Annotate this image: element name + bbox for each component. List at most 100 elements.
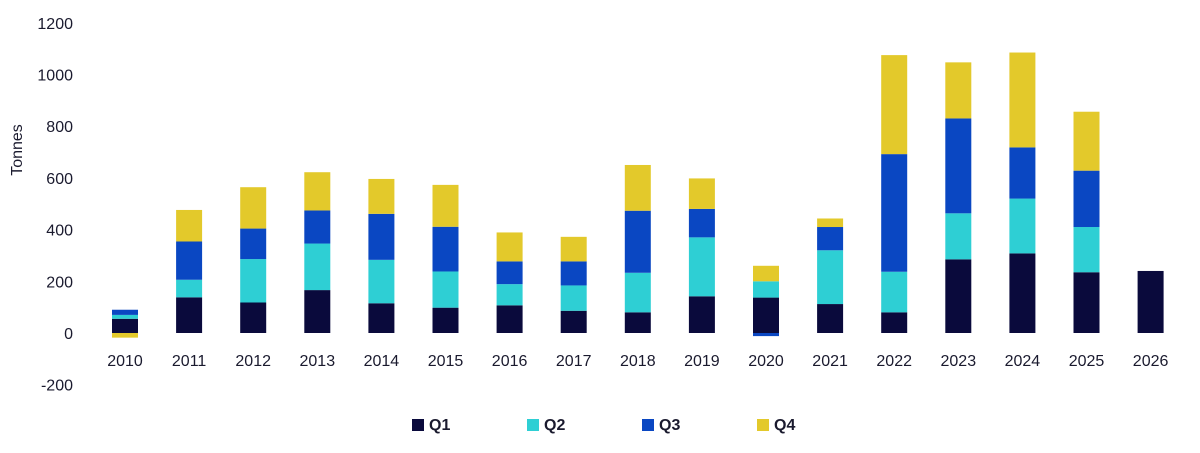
bar-segment-q1-2010: [112, 318, 138, 333]
bar-segment-q1-2017: [560, 310, 587, 333]
x-tick-label: 2011: [172, 353, 207, 370]
bar-segment-q2-2025: [1073, 227, 1100, 273]
legend-swatch: [642, 419, 654, 431]
bar-segment-q4-2014: [368, 178, 395, 214]
bar-segment-q2-2013: [304, 243, 331, 291]
bar-segment-q1-2012: [240, 302, 267, 333]
y-tick-label: 1200: [37, 16, 73, 33]
bar-segment-q2-2012: [240, 259, 267, 303]
bar-segment-q2-2016: [496, 284, 523, 306]
bar-segment-q3-2023: [945, 118, 972, 214]
y-tick-label: 200: [46, 274, 73, 291]
bar-segment-q1-2021: [817, 304, 844, 333]
bar-segment-q3-2022: [881, 154, 908, 272]
bar-segment-q1-2014: [368, 303, 395, 333]
y-axis-title: Tonnes: [9, 124, 26, 176]
bar-segment-q1-2019: [688, 296, 715, 333]
x-tick-label: 2017: [556, 353, 592, 370]
bar-segment-q3-2012: [240, 228, 267, 260]
bar-segment-q4-2024: [1009, 52, 1036, 148]
bar-segment-q1-2015: [432, 307, 459, 333]
x-tick-label: 2012: [235, 353, 271, 370]
bar-segment-q3-2019: [688, 208, 715, 238]
x-tick-label: 2014: [364, 353, 400, 370]
bar-segment-q1-2011: [176, 297, 203, 333]
bar-segment-q4-2011: [176, 209, 203, 242]
bars: [112, 52, 1164, 338]
legend-item-q2: Q2: [527, 417, 565, 434]
bar-segment-q2-2015: [432, 271, 459, 308]
bar-segment-q3-2018: [624, 210, 651, 273]
legend-swatch: [527, 419, 539, 431]
bar-segment-q1-2024: [1009, 253, 1036, 333]
x-tick-label: 2018: [620, 353, 656, 370]
legend-item-q1: Q1: [412, 417, 450, 434]
bar-segment-q1-2022: [881, 312, 908, 333]
bar-segment-q1-2023: [945, 259, 972, 333]
bar-segment-q4-2018: [624, 164, 651, 211]
bar-segment-q2-2022: [881, 271, 908, 313]
bar-segment-q4-2012: [240, 187, 267, 229]
legend-item-q4: Q4: [757, 417, 795, 434]
bar-segment-q1-2018: [624, 312, 651, 333]
y-tick-label: -200: [41, 378, 73, 395]
bar-segment-q2-2020: [753, 281, 779, 298]
legend-swatch: [412, 419, 424, 431]
x-axis-tick-labels: 2010 2011 2012 2013 2014 2015 2016 2017 2018 2019…: [107, 353, 1168, 370]
bar-segment-q2-2010: [112, 314, 138, 319]
x-tick-label: 2015: [428, 353, 464, 370]
bar-segment-q4-2010: [112, 333, 138, 338]
bar-segment-q1-2016: [496, 305, 523, 333]
bar-segment-q4-2025: [1073, 111, 1100, 171]
x-tick-label: 2016: [492, 353, 528, 370]
bar-segment-q2-2019: [688, 237, 715, 297]
bar-segment-q1-2020: [753, 297, 779, 333]
y-tick-label: 1000: [37, 68, 73, 85]
bar-segment-q3-2010: [112, 309, 138, 315]
legend-label: Q1: [429, 417, 450, 434]
legend: Q1 Q2 Q3 Q4: [412, 417, 795, 434]
bar-segment-q3-2020: [753, 333, 779, 337]
bar-segment-q1-2026: [1137, 270, 1164, 333]
bar-segment-q4-2017: [560, 236, 587, 262]
bar-segment-q3-2016: [496, 261, 523, 285]
x-tick-label: 2020: [748, 353, 784, 370]
legend-label: Q3: [659, 417, 680, 434]
bar-segment-q1-2025: [1073, 272, 1100, 333]
bar-segment-q3-2024: [1009, 147, 1036, 199]
y-tick-label: 0: [64, 326, 73, 343]
bar-segment-q3-2013: [304, 210, 331, 244]
bar-segment-q4-2022: [881, 55, 908, 155]
x-tick-label: 2010: [107, 353, 143, 370]
bar-segment-q3-2025: [1073, 170, 1100, 228]
bar-segment-q4-2021: [817, 218, 844, 228]
bar-segment-q2-2023: [945, 213, 972, 260]
bar-segment-q4-2015: [432, 184, 459, 227]
bar-segment-q4-2020: [753, 265, 779, 282]
bar-segment-q4-2019: [688, 178, 715, 209]
x-tick-label: 2024: [1005, 353, 1041, 370]
bar-segment-q2-2018: [624, 272, 651, 313]
y-tick-label: 400: [46, 223, 73, 240]
bar-segment-q3-2015: [432, 226, 459, 272]
bar-segment-q4-2013: [304, 172, 331, 211]
legend-item-q3: Q3: [642, 417, 680, 434]
legend-label: Q4: [774, 417, 795, 434]
x-tick-label: 2019: [684, 353, 720, 370]
bar-segment-q4-2016: [496, 232, 523, 262]
x-tick-label: 2026: [1133, 353, 1169, 370]
bar-segment-q4-2023: [945, 62, 972, 119]
bar-segment-q3-2011: [176, 241, 203, 280]
bar-segment-q3-2021: [817, 227, 844, 251]
y-tick-label: 800: [46, 119, 73, 136]
x-tick-label: 2023: [941, 353, 977, 370]
y-tick-label: 600: [46, 171, 73, 188]
x-tick-label: 2013: [300, 353, 336, 370]
x-tick-label: 2022: [876, 353, 912, 370]
bar-segment-q2-2011: [176, 279, 203, 298]
x-tick-label: 2021: [812, 353, 848, 370]
y-axis-tick-labels: -200 0 200 400 600 800 1000 1200: [37, 16, 73, 395]
bar-segment-q3-2017: [560, 261, 587, 286]
